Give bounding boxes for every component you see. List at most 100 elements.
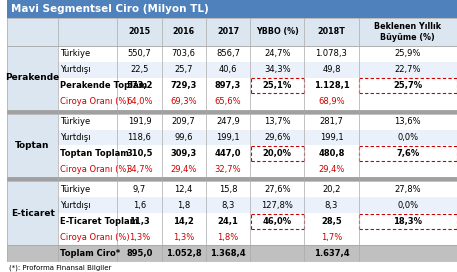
Bar xyxy=(162,197,206,213)
Text: 573,2: 573,2 xyxy=(126,81,153,90)
Bar xyxy=(58,229,117,245)
Bar xyxy=(206,94,250,110)
Bar xyxy=(117,46,162,62)
Bar xyxy=(206,229,250,245)
Text: 1.078,3: 1.078,3 xyxy=(315,49,347,58)
Bar xyxy=(250,129,304,146)
Text: Türkiye: Türkiye xyxy=(60,117,90,126)
Bar xyxy=(359,146,457,162)
Bar xyxy=(117,181,162,197)
Text: 0,0%: 0,0% xyxy=(397,133,418,142)
Bar xyxy=(117,114,162,129)
Bar xyxy=(206,181,250,197)
Bar xyxy=(304,197,359,213)
Text: 550,7: 550,7 xyxy=(128,49,151,58)
Bar xyxy=(117,229,162,245)
Text: Beklenen Yıllık
Büyüme (%): Beklenen Yıllık Büyüme (%) xyxy=(374,22,441,42)
Bar xyxy=(359,229,457,245)
Text: 9,7: 9,7 xyxy=(133,185,146,194)
Bar xyxy=(162,62,206,78)
Text: 1,7%: 1,7% xyxy=(321,233,342,242)
Text: 64,0%: 64,0% xyxy=(126,97,153,106)
Text: 22,5: 22,5 xyxy=(130,65,149,74)
Text: 199,1: 199,1 xyxy=(319,133,343,142)
Text: 480,8: 480,8 xyxy=(318,149,345,158)
Bar xyxy=(117,146,162,162)
Text: 1.128,1: 1.128,1 xyxy=(314,81,349,90)
Text: 20,0%: 20,0% xyxy=(263,149,292,158)
Bar xyxy=(58,197,117,213)
Bar xyxy=(206,18,250,46)
Bar xyxy=(162,114,206,129)
Bar xyxy=(250,146,304,162)
Bar xyxy=(359,114,457,129)
Text: 34,7%: 34,7% xyxy=(126,165,153,174)
Text: 199,1: 199,1 xyxy=(216,133,240,142)
Text: 2016: 2016 xyxy=(173,27,195,36)
Text: Toptan: Toptan xyxy=(16,141,50,150)
Bar xyxy=(117,94,162,110)
Text: 1.368,4: 1.368,4 xyxy=(210,249,246,258)
Bar xyxy=(162,146,206,162)
Bar xyxy=(359,181,457,197)
Text: 32,7%: 32,7% xyxy=(215,165,241,174)
Text: Türkiye: Türkiye xyxy=(60,49,90,58)
Bar xyxy=(58,129,117,146)
Bar xyxy=(7,114,58,177)
Bar xyxy=(58,94,117,110)
Text: (*): Proforma Finansal Bilgiler: (*): Proforma Finansal Bilgiler xyxy=(9,265,112,271)
Bar xyxy=(304,162,359,177)
Text: Ciroya Oranı (%): Ciroya Oranı (%) xyxy=(60,165,130,174)
Bar xyxy=(304,146,359,162)
Bar xyxy=(304,18,359,46)
Bar xyxy=(58,181,117,197)
Text: 2015: 2015 xyxy=(128,27,150,36)
Text: 27,8%: 27,8% xyxy=(394,185,421,194)
Text: 191,9: 191,9 xyxy=(128,117,151,126)
Bar xyxy=(206,78,250,94)
Text: 68,9%: 68,9% xyxy=(318,97,345,106)
Bar xyxy=(250,18,304,46)
Text: 895,0: 895,0 xyxy=(126,249,153,258)
Text: 24,7%: 24,7% xyxy=(264,49,291,58)
Bar xyxy=(359,129,457,146)
Bar xyxy=(359,197,457,213)
Bar xyxy=(206,146,250,162)
Text: 15,8: 15,8 xyxy=(219,185,237,194)
Text: 13,7%: 13,7% xyxy=(264,117,291,126)
Bar xyxy=(250,46,304,62)
Bar xyxy=(250,94,304,110)
Text: 897,3: 897,3 xyxy=(215,81,241,90)
Bar xyxy=(250,181,304,197)
Bar xyxy=(162,78,206,94)
Text: 65,6%: 65,6% xyxy=(215,97,241,106)
Text: 7,6%: 7,6% xyxy=(396,149,420,158)
Text: Ciroya Oranı (%): Ciroya Oranı (%) xyxy=(60,233,130,242)
Bar xyxy=(58,146,117,162)
Bar xyxy=(162,229,206,245)
Text: 1.637,4: 1.637,4 xyxy=(314,249,349,258)
Bar xyxy=(206,62,250,78)
Bar xyxy=(304,94,359,110)
Text: Türkiye: Türkiye xyxy=(60,185,90,194)
Bar xyxy=(359,162,457,177)
Text: 12,4: 12,4 xyxy=(175,185,193,194)
Bar xyxy=(206,162,250,177)
Text: 1,8%: 1,8% xyxy=(218,233,239,242)
Text: 309,3: 309,3 xyxy=(170,149,197,158)
Bar xyxy=(304,114,359,129)
Bar xyxy=(359,46,457,62)
Text: 34,3%: 34,3% xyxy=(264,65,291,74)
Text: Perakende Toplam: Perakende Toplam xyxy=(60,81,148,90)
Text: 118,6: 118,6 xyxy=(128,133,151,142)
Bar xyxy=(304,78,359,94)
Text: 20,2: 20,2 xyxy=(322,185,340,194)
Text: 1,8: 1,8 xyxy=(177,201,191,210)
Bar xyxy=(359,94,457,110)
Text: 11,3: 11,3 xyxy=(129,217,150,226)
Bar xyxy=(7,18,58,46)
Text: 310,5: 310,5 xyxy=(126,149,153,158)
Text: Ciroya Oranı (%): Ciroya Oranı (%) xyxy=(60,97,130,106)
Bar xyxy=(359,18,457,46)
Text: 209,7: 209,7 xyxy=(172,117,196,126)
